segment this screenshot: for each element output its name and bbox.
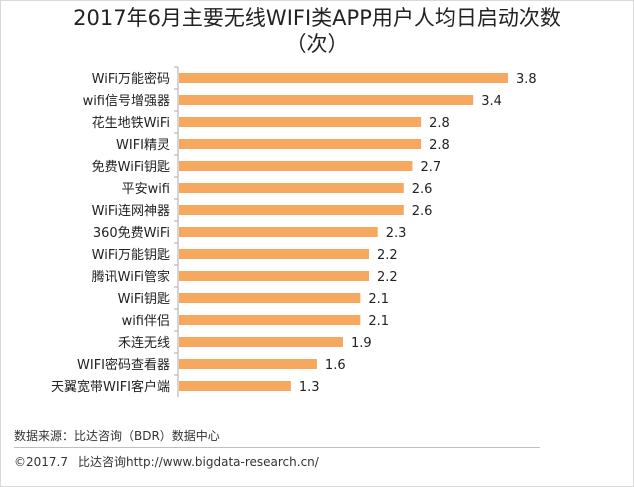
bar: [179, 183, 404, 193]
category-label: 花生地铁WiFi: [92, 115, 170, 131]
category-label: 免费WiFi钥匙: [92, 160, 170, 175]
bar: [179, 95, 474, 105]
data-source-note: 数据来源：比达咨询（BDR）数据中心: [14, 429, 220, 443]
data-label: 1.6: [325, 358, 346, 373]
data-label: 2.1: [368, 314, 389, 329]
data-label: 2.7: [420, 160, 441, 175]
bar: [179, 205, 404, 215]
category-label: 腾讯WiFi管家: [92, 269, 170, 285]
bar: [179, 293, 361, 303]
data-label: 2.8: [429, 138, 450, 153]
bar: [179, 117, 422, 127]
category-label: 平安wifi: [122, 182, 170, 197]
category-label: WIFI精灵: [116, 138, 170, 153]
copyright-text: ©2017.7: [14, 455, 68, 469]
category-label: WiFi万能密码: [92, 71, 170, 87]
category-label: WIFI密码查看器: [77, 357, 170, 373]
bar: [179, 381, 291, 391]
data-label: 2.6: [412, 182, 433, 197]
bar: [179, 249, 370, 259]
category-label: WiFi钥匙: [118, 292, 170, 307]
company-url: 比达咨询http://www.bigdata-research.cn/: [78, 455, 319, 469]
category-label: 禾连无线: [118, 335, 170, 351]
chart-title: 2017年6月主要无线WIFI类APP用户人均日启动次数: [73, 6, 561, 30]
bar: [179, 161, 413, 171]
bar: [179, 337, 343, 347]
data-label: 1.9: [351, 336, 372, 351]
bar: [179, 359, 317, 369]
data-label: 2.6: [412, 204, 433, 219]
footer-divider: [14, 447, 540, 448]
category-label: WiFi连网神器: [92, 203, 170, 219]
bar: [179, 139, 422, 149]
data-label: 2.2: [377, 248, 398, 263]
data-label: 2.8: [429, 116, 450, 131]
category-label: wifi伴侣: [122, 314, 170, 329]
category-label: 天翼宽带WIFI客户端: [51, 379, 170, 395]
chart-unit-subtitle: （次）: [285, 32, 349, 56]
category-label: wifi信号增强器: [83, 94, 170, 109]
bar: [179, 227, 378, 237]
data-label: 2.3: [386, 226, 407, 241]
bar-chart: WiFi万能密码 3.8 wifi信号增强器 3.4 花生地铁WiFi 2.8 WIFI精灵…: [51, 66, 537, 397]
category-label: WiFi万能钥匙: [92, 248, 170, 263]
data-label: 2.2: [377, 270, 398, 285]
data-label: 1.3: [299, 380, 320, 395]
category-label: 360免费WiFi: [93, 226, 170, 241]
bar: [179, 315, 361, 325]
footer: ©2017.7 比达咨询http://www.bigdata-research.c…: [14, 453, 319, 470]
bar: [179, 271, 370, 281]
data-label: 2.1: [368, 292, 389, 307]
data-label: 3.8: [516, 72, 537, 87]
data-label: 3.4: [481, 94, 502, 109]
bar: [179, 73, 508, 83]
